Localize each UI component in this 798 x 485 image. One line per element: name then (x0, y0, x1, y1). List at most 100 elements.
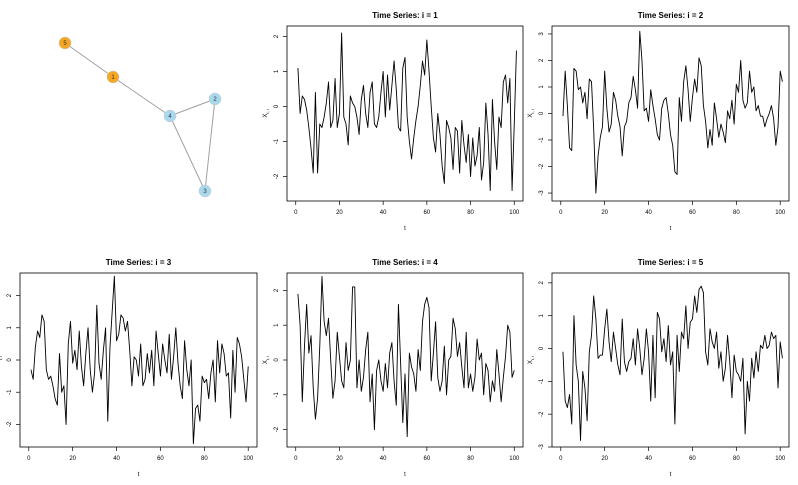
y-tick-label: 1 (7, 325, 13, 329)
plot-frame (286, 272, 524, 448)
y-axis-label-subscript: t, i (0, 356, 3, 360)
x-tick-label: 80 (733, 210, 740, 216)
y-tick-label: -1 (7, 389, 13, 395)
x-tick-label: 60 (424, 210, 431, 216)
x-tick-label: 60 (424, 456, 431, 462)
y-tick-label: 0 (274, 104, 280, 108)
y-tick-label: 1 (274, 69, 280, 73)
x-tick-label: 20 (69, 456, 76, 462)
network-edges (64, 42, 216, 192)
x-tick-label: 80 (467, 456, 474, 462)
network-graph: 1 2 3 4 5 (58, 36, 222, 198)
x-axis-label: t (670, 226, 672, 232)
x-tick-label: 100 (243, 456, 254, 462)
x-tick-label: 60 (689, 210, 696, 216)
y-axis-label-subscript: t, i (265, 356, 270, 360)
y-axis-label: Xt, i (528, 109, 535, 117)
y-tick-label: -1 (274, 391, 280, 397)
y-axis-label: Xt, i (0, 356, 3, 364)
y-tick-label: 2 (274, 288, 280, 292)
x-tick-label: 80 (201, 456, 208, 462)
y-tick-label: 2 (539, 58, 545, 62)
x-tick-label: 80 (467, 210, 474, 216)
edge-1-4 (112, 76, 171, 117)
time-series-chart-3: Time Series: i = 3 0 20 40 60 80 100 -2 -1 0 1 2 t Xt… (0, 258, 258, 478)
y-tick-label: -2 (539, 411, 545, 417)
x-tick-label: 0 (559, 210, 563, 216)
x-tick-label: 20 (601, 210, 608, 216)
node-2 (208, 92, 222, 106)
y-tick-label: 2 (274, 34, 280, 38)
series-line (30, 275, 249, 445)
y-axis-label-main: X (528, 360, 534, 364)
y-tick-label: 2 (7, 293, 13, 297)
y-axis-label-subscript: t, i (265, 109, 270, 113)
y-axis-label-main: X (263, 114, 269, 118)
x-tick-label: 60 (689, 456, 696, 462)
y-axis-label-main: X (0, 360, 2, 364)
chart-title: Time Series: i = 2 (638, 11, 704, 20)
node-label-3: 3 (203, 189, 207, 195)
edge-5-1 (64, 42, 114, 78)
y-tick-label: 1 (539, 85, 545, 89)
node-1 (106, 70, 120, 84)
x-tick-label: 40 (645, 456, 652, 462)
x-tick-label: 100 (775, 456, 786, 462)
time-series-chart-5: Time Series: i = 5 0 20 40 60 80 100 -3 -2 -1 0 1 2 t… (528, 258, 790, 478)
y-tick-label: -1 (539, 137, 545, 143)
chart-title: Time Series: i = 1 (372, 11, 438, 20)
x-tick-label: 100 (509, 456, 520, 462)
node-5 (58, 36, 72, 50)
x-tick-label: 80 (733, 456, 740, 462)
time-series-chart-2: Time Series: i = 2 0 20 40 60 80 100 -3 -2 -1 0 1 2 3… (528, 11, 790, 232)
y-tick-label: 1 (274, 323, 280, 327)
series-line (297, 32, 517, 191)
x-tick-label: 20 (336, 456, 343, 462)
y-tick-label: 0 (274, 358, 280, 362)
chart-title: Time Series: i = 5 (638, 258, 704, 267)
node-label-4: 4 (168, 114, 172, 120)
y-tick-label: 2 (539, 281, 545, 285)
x-tick-label: 100 (509, 210, 520, 216)
chart-title: Time Series: i = 3 (106, 258, 172, 267)
x-tick-label: 0 (294, 456, 298, 462)
y-tick-label: -2 (274, 426, 280, 432)
y-axis-label: Xt, i (263, 109, 270, 117)
time-series-chart-4: Time Series: i = 4 0 20 40 60 80 100 -2 -1 0 1 2 t Xt… (263, 258, 524, 478)
y-tick-label: 0 (539, 346, 545, 350)
y-tick-label: 0 (539, 111, 545, 115)
x-axis-label: t (670, 472, 672, 478)
y-tick-label: 1 (539, 313, 545, 317)
y-axis-label: Xt, i (263, 356, 270, 364)
series-line (562, 285, 783, 441)
plot-frame (286, 25, 524, 202)
y-tick-label: -2 (7, 421, 13, 427)
y-tick-label: -2 (274, 173, 280, 179)
x-tick-label: 40 (380, 210, 387, 216)
y-axis-label-main: X (528, 114, 534, 118)
plot-frame (19, 272, 258, 448)
x-tick-label: 0 (27, 456, 31, 462)
node-3 (198, 184, 212, 198)
edge-4-3 (169, 115, 206, 192)
x-tick-label: 40 (380, 456, 387, 462)
y-tick-label: 0 (7, 358, 13, 362)
y-tick-label: -1 (539, 378, 545, 384)
x-tick-label: 40 (113, 456, 120, 462)
y-tick-label: -2 (539, 163, 545, 169)
y-axis-label-subscript: t, i (530, 356, 535, 360)
node-label-1: 1 (111, 75, 115, 81)
x-tick-label: 20 (336, 210, 343, 216)
x-tick-label: 0 (294, 210, 298, 216)
chart-title: Time Series: i = 4 (372, 258, 438, 267)
x-axis-label: t (138, 472, 140, 478)
edge-4-2 (169, 98, 216, 117)
y-tick-label: -3 (539, 444, 545, 450)
series-line (562, 30, 783, 194)
y-tick-label: -1 (274, 138, 280, 144)
x-tick-label: 20 (601, 456, 608, 462)
node-label-2: 2 (213, 97, 217, 103)
node-4 (163, 109, 177, 123)
y-tick-label: 3 (539, 32, 545, 36)
